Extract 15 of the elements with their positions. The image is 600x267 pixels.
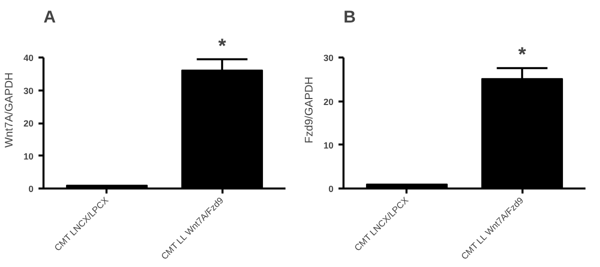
y-tick-label: 20 [23,118,34,129]
y-tick-label: 0 [328,184,334,194]
chart-title: B [344,8,356,26]
annotation: * [518,44,526,66]
y-tick-label: 30 [323,53,334,64]
y-tick-label: 20 [323,96,334,107]
y-tick-label: 40 [23,53,34,64]
y-tick-label: 0 [28,184,34,194]
y-tick-label: 30 [23,86,34,96]
y-tick-label: 10 [23,151,34,162]
y-axis-title: Wnt7A/GAPDH [3,72,16,148]
chart-title: A [44,8,56,26]
y-axis-title: Fzd9/GAPDH [303,76,316,144]
text: * [218,35,226,58]
y-tick-label: 10 [323,140,334,150]
